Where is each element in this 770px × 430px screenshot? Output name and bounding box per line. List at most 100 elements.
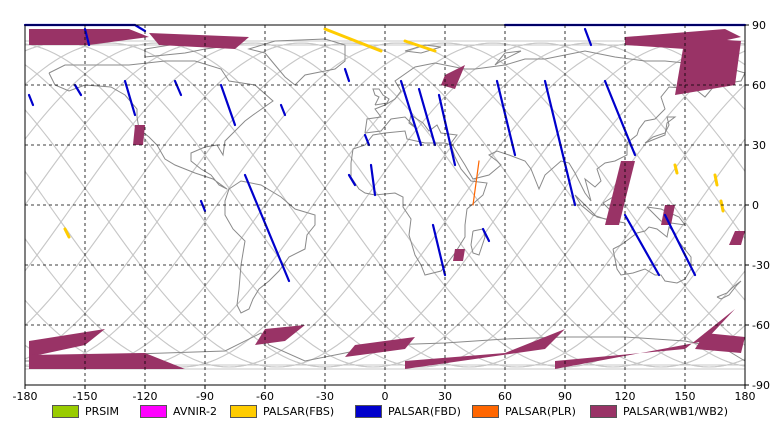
fbd-track xyxy=(73,83,83,97)
legend-item: AVNIR-2 xyxy=(140,403,217,419)
fbd-track xyxy=(543,79,577,207)
y-tick-label: -30 xyxy=(752,259,770,272)
wb-swath xyxy=(133,125,145,145)
x-tick-label: 120 xyxy=(615,390,636,403)
australia-outline xyxy=(612,225,692,284)
y-tick-label: -60 xyxy=(752,319,770,332)
fbd-track xyxy=(495,79,517,157)
wb-swath xyxy=(149,33,249,49)
x-tick-label: -150 xyxy=(73,390,98,403)
legend-item: PALSAR(WB1/WB2) xyxy=(590,403,728,419)
fbd-track xyxy=(27,93,35,107)
x-tick-label: 150 xyxy=(675,390,696,403)
fbs-track xyxy=(323,27,383,53)
greenland-outline xyxy=(247,38,346,86)
wb-swath xyxy=(345,337,415,357)
fbs-track xyxy=(63,227,71,239)
grid-lines-layer xyxy=(25,25,745,385)
legend-label: PALSAR(FBD) xyxy=(388,404,461,418)
legend: PRSIM AVNIR-2 PALSAR(FBS) PALSAR(FBD) PALSAR… xyxy=(0,403,770,423)
fbs-track xyxy=(673,163,679,175)
fbd-track xyxy=(437,93,457,167)
fbd-track xyxy=(363,133,371,147)
legend-item: PRSIM xyxy=(52,403,119,419)
x-tick-label: -30 xyxy=(316,390,334,403)
fbs-track xyxy=(403,39,437,53)
y-tick-label: 0 xyxy=(752,199,759,212)
legend-label: PRSIM xyxy=(85,404,119,418)
fbd-track xyxy=(369,163,377,197)
legend-swatch xyxy=(472,404,499,418)
fbd-track xyxy=(83,27,91,47)
wb-swath xyxy=(625,29,741,49)
wb-swath xyxy=(441,65,465,89)
fbd-track xyxy=(123,79,137,117)
legend-swatch xyxy=(590,404,617,418)
x-tick-label: -180 xyxy=(13,390,38,403)
wb-swath xyxy=(695,333,745,353)
legend-item: PALSAR(FBD) xyxy=(355,403,461,419)
africa-outline xyxy=(350,130,488,276)
fbs-track xyxy=(713,173,719,187)
x-tick-label: 0 xyxy=(382,390,389,403)
wb-swath xyxy=(405,329,565,369)
legend-swatch xyxy=(355,404,382,418)
fbd-track xyxy=(347,173,357,187)
wb-swath xyxy=(661,205,675,225)
fbd-track xyxy=(279,103,287,117)
wb-swath xyxy=(675,37,741,95)
wb-swath xyxy=(29,29,149,45)
fbd-track xyxy=(199,199,207,213)
wb-swath xyxy=(729,231,745,245)
new-zealand-outline xyxy=(716,280,742,300)
legend-swatch xyxy=(230,404,257,418)
fbd-track xyxy=(481,227,491,243)
wb-swath xyxy=(255,325,305,345)
fbd-track xyxy=(173,79,183,97)
fbd-track xyxy=(343,67,351,83)
y-tick-label: 60 xyxy=(752,79,766,92)
legend-label: PALSAR(FBS) xyxy=(263,404,335,418)
x-tick-label: -120 xyxy=(133,390,158,403)
fbd-track xyxy=(583,27,593,47)
wb-swath xyxy=(29,353,185,369)
wb-swath xyxy=(453,249,465,261)
x-tick-label: 60 xyxy=(498,390,512,403)
x-axis-ticks: -180 -150 -120 -90 -60 -30 0 30 60 90 120 150 180 xyxy=(13,385,756,403)
fbd-track xyxy=(417,87,437,147)
fbd-track xyxy=(219,83,237,127)
y-tick-label: 90 xyxy=(752,19,766,32)
japan-outline xyxy=(644,116,677,144)
fbd-track xyxy=(603,79,637,157)
legend-item: PALSAR(PLR) xyxy=(472,403,576,419)
x-tick-label: -90 xyxy=(196,390,214,403)
x-tick-label: 90 xyxy=(558,390,572,403)
fbd-track xyxy=(431,223,447,277)
legend-label: PALSAR(WB1/WB2) xyxy=(623,404,729,418)
arctic-island-outline xyxy=(494,50,522,66)
x-tick-label: 180 xyxy=(735,390,756,403)
south-america-outline xyxy=(224,180,316,314)
fbd-track xyxy=(243,173,291,283)
x-tick-label: -60 xyxy=(256,390,274,403)
plr-track xyxy=(472,160,480,206)
fbd-track xyxy=(623,213,661,277)
wb-swath xyxy=(29,329,105,357)
legend-item: PALSAR(FBS) xyxy=(230,403,334,419)
observation-layer xyxy=(23,23,747,369)
legend-label: AVNIR-2 xyxy=(173,404,217,418)
fbd-track xyxy=(663,213,697,277)
y-axis-ticks: 90 60 30 0 -30 -60 -90 xyxy=(745,19,770,392)
fbd-track xyxy=(399,79,423,147)
wb-swath xyxy=(555,309,735,369)
wb-swath xyxy=(605,161,635,225)
fbs-track xyxy=(719,199,725,213)
legend-label: PALSAR(PLR) xyxy=(505,404,576,418)
x-tick-label: 30 xyxy=(438,390,452,403)
y-tick-label: -90 xyxy=(752,379,770,392)
britain-outline xyxy=(372,88,390,106)
y-tick-label: 30 xyxy=(752,139,766,152)
legend-swatch xyxy=(52,404,79,418)
north-america-outline xyxy=(48,60,274,190)
